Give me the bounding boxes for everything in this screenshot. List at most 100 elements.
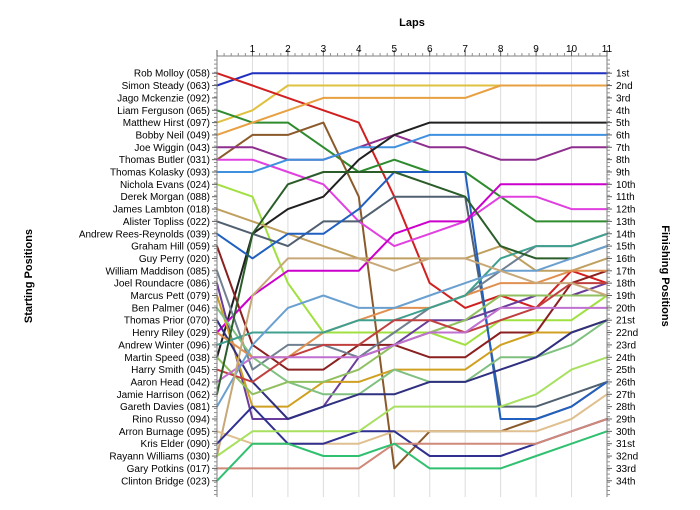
starting-label: Guy Perry (020) (139, 254, 210, 265)
starting-label: Thomas Butler (031) (119, 155, 210, 166)
finishing-label: 1st (616, 69, 630, 80)
finishing-label: 28th (616, 402, 635, 413)
finishing-label: 20th (616, 303, 635, 314)
series-line-19 (216, 294, 608, 408)
series-line-28 (216, 245, 608, 408)
series-line-1 (216, 72, 608, 87)
starting-label: Martin Speed (038) (124, 353, 210, 364)
finishing-label: 10th (616, 180, 635, 191)
starting-label: Henry Riley (029) (132, 328, 210, 339)
series-line-20 (216, 306, 608, 396)
series-line-26 (216, 306, 608, 383)
x-tick-label-6: 6 (427, 44, 433, 55)
series-line-27 (216, 171, 608, 396)
finishing-label: 26th (616, 377, 635, 388)
starting-label: Aaron Head (042) (131, 377, 211, 388)
starting-label: Liam Ferguson (065) (117, 106, 210, 117)
finishing-label: 13th (616, 217, 635, 228)
finishing-label: 9th (616, 168, 630, 179)
series-line-11 (216, 121, 608, 359)
finishing-label: 25th (616, 365, 635, 376)
finishing-label: 19th (616, 291, 635, 302)
starting-label: Thomas Kolasky (093) (110, 168, 210, 179)
series-line-14 (216, 171, 608, 420)
starting-label: Gary Potkins (017) (127, 464, 210, 475)
x-tick-label-7: 7 (462, 44, 468, 55)
starting-label: Joe Wiggin (043) (134, 143, 210, 154)
finishing-label: 34th (616, 476, 635, 487)
series-line-16 (216, 183, 608, 334)
x-tick-label-8: 8 (498, 44, 504, 55)
series-line-12 (216, 208, 608, 272)
finishing-label: 29th (616, 415, 635, 426)
starting-label: Andrew Rees-Reynolds (039) (79, 229, 210, 240)
starting-label: Bobby Neil (049) (136, 130, 210, 141)
starting-label: Arron Burnage (095) (119, 427, 210, 438)
series-line-15 (216, 245, 608, 371)
finishing-label: 6th (616, 130, 630, 141)
finishing-label: 21st (616, 316, 635, 327)
series-line-34 (216, 430, 608, 482)
starting-label: Graham Hill (059) (131, 242, 210, 253)
finishing-label: 22nd (616, 328, 638, 339)
starting-label: Rino Russo (094) (132, 415, 210, 426)
starting-label: Alister Topliss (022) (123, 217, 210, 228)
starting-label: Clinton Bridge (023) (121, 476, 210, 487)
series-line-5 (216, 84, 608, 136)
starting-label: Matthew Hirst (097) (123, 118, 210, 129)
starting-label: Jago Mckenzie (092) (117, 93, 210, 104)
finishing-label: 15th (616, 242, 635, 253)
finishing-label: 32nd (616, 452, 638, 463)
starting-label: Jamie Harrison (062) (117, 390, 210, 401)
x-tick-label-4: 4 (356, 44, 362, 55)
finishing-label: 33rd (616, 464, 636, 475)
series-line-25 (216, 282, 608, 383)
finishing-label: 18th (616, 279, 635, 290)
finishing-label: 31st (616, 439, 635, 450)
finishing-label: 24th (616, 353, 635, 364)
axes (212, 50, 612, 497)
series-line-4 (216, 109, 608, 223)
starting-label: Harry Smith (045) (131, 365, 210, 376)
starting-label: Simon Steady (063) (122, 81, 210, 92)
finishing-label: 4th (616, 106, 630, 117)
x-tick-label-1: 1 (250, 44, 256, 55)
series-line-29 (216, 257, 608, 457)
finishing-label: 7th (616, 143, 630, 154)
series-line-32 (216, 356, 608, 457)
starting-label: Ben Palmer (046) (132, 303, 210, 314)
x-axis-title: Laps (399, 17, 425, 29)
starting-label: Kris Elder (090) (141, 439, 210, 450)
starting-label: Thomas Prior (070) (124, 316, 210, 327)
starting-label: William Maddison (085) (106, 266, 210, 277)
finishing-label: 3rd (616, 93, 630, 104)
x-tick-label-2: 2 (285, 44, 291, 55)
x-tick-label-3: 3 (321, 44, 327, 55)
starting-label: Rob Molloy (058) (134, 69, 210, 80)
starting-label: Marcus Pett (079) (131, 291, 210, 302)
series-line-9 (216, 133, 608, 173)
series-line-8 (216, 158, 608, 248)
series-line-33 (216, 418, 608, 470)
series-line-13 (216, 195, 608, 408)
x-tick-label-11: 11 (602, 44, 613, 55)
starting-label: Andrew Winter (096) (118, 340, 210, 351)
finishing-label: 5th (616, 118, 630, 129)
finishing-label: 12th (616, 205, 635, 216)
finishing-label: 11th (616, 192, 635, 203)
starting-label: Joel Roundacre (086) (114, 279, 210, 290)
finishing-label: 8th (616, 155, 630, 166)
finishing-label: 16th (616, 254, 635, 265)
finishing-label: 2nd (616, 81, 633, 92)
axis-labels: 1 2 3 4 5 6 7 8 9 10 11 Rob Molloy (058)Simon Stead… (79, 44, 638, 487)
series-line-21 (216, 319, 608, 420)
finishing-label: 27th (616, 390, 635, 401)
starting-label: Nichola Evans (024) (120, 180, 210, 191)
x-tick-label-10: 10 (566, 44, 578, 55)
series-line-23 (216, 232, 608, 346)
starting-label: James Lambton (018) (113, 205, 210, 216)
y-axis-title-right: Finishing Positions (659, 225, 671, 326)
starting-label: Gareth Davies (081) (120, 402, 210, 413)
x-tick-label-9: 9 (533, 44, 539, 55)
